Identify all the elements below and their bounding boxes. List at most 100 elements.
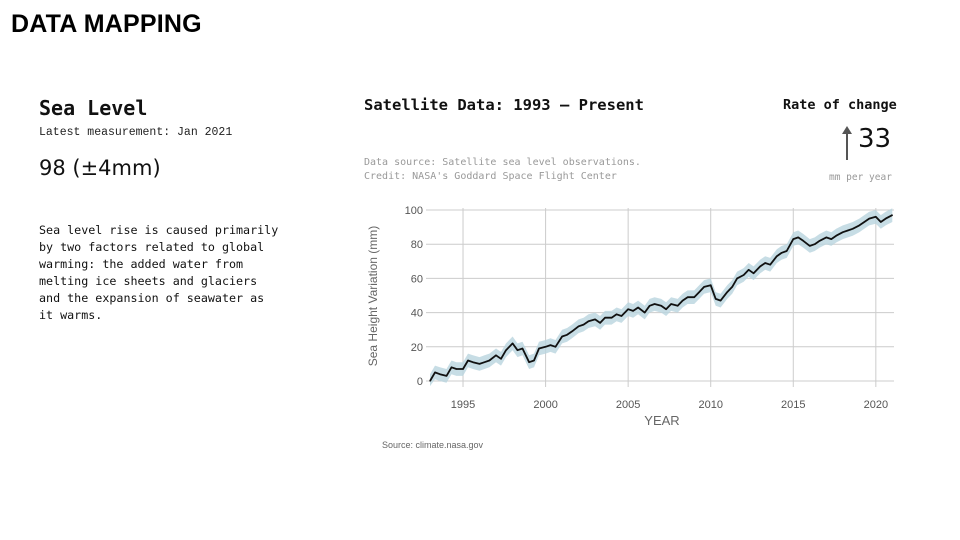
data-point: [467, 359, 469, 362]
latest-measurement: Latest measurement: Jan 2021: [39, 126, 233, 139]
sea-level-chart: 0 20 40 60 80 100 1995 2000 2005 2010 2015 2020 YEA…: [366, 205, 894, 428]
data-point: [554, 346, 557, 348]
data-point: [665, 308, 667, 310]
data-point: [759, 265, 761, 268]
x-tick-label: 2020: [864, 399, 888, 411]
data-point: [693, 296, 695, 298]
data-point: [819, 240, 821, 242]
data-point: [649, 305, 651, 307]
data-point: [781, 252, 783, 254]
data-point: [549, 344, 552, 346]
data-point: [566, 334, 568, 336]
data-point: [599, 322, 601, 324]
data-point: [764, 262, 766, 264]
data-point: [450, 366, 453, 368]
data-point: [582, 323, 585, 326]
data-point: [802, 240, 804, 242]
tick-labels: 0 20 40 60 80 100 1995 2000 2005 2010 2015 2020: [405, 205, 888, 411]
data-point: [682, 300, 684, 302]
page-title: DATA MAPPING: [11, 10, 202, 38]
rate-heading: Rate of change: [783, 97, 897, 113]
y-tick-label: 0: [417, 376, 423, 388]
data-point: [660, 305, 662, 307]
data-point: [561, 335, 563, 338]
data-point: [434, 371, 436, 374]
data-point: [511, 342, 514, 344]
data-point: [736, 277, 738, 279]
data-point: [715, 298, 717, 300]
data-point: [611, 317, 613, 319]
data-point: [677, 305, 679, 307]
data-point: [814, 243, 816, 245]
data-point: [776, 255, 778, 257]
y-tick-label: 60: [411, 273, 423, 285]
data-point: [620, 315, 623, 317]
data-point: [478, 363, 481, 365]
data-point: [726, 291, 728, 293]
x-axis-label: YEAR: [644, 413, 679, 428]
data-point: [500, 358, 502, 360]
data-point: [653, 303, 656, 305]
data-point: [670, 303, 672, 305]
data-point: [644, 312, 646, 314]
data-point: [538, 347, 540, 350]
metric-description: Sea level rise is caused primarily by tw…: [39, 223, 279, 322]
y-axis-label: Sea Height Variation (mm): [366, 226, 380, 367]
data-point: [533, 359, 535, 362]
data-point: [891, 214, 893, 216]
data-point: [462, 368, 464, 370]
metric-heading: Sea Level: [39, 96, 148, 120]
data-point: [703, 286, 705, 288]
data-point: [604, 317, 606, 319]
chart-source: Source: climate.nasa.gov: [382, 440, 484, 450]
data-point: [830, 238, 832, 240]
data-point: [875, 216, 877, 218]
data-point: [786, 250, 788, 252]
data-point: [578, 325, 580, 327]
data-point: [445, 375, 448, 377]
data-point: [797, 236, 799, 238]
x-tick-label: 2010: [698, 399, 722, 411]
data-point: [748, 269, 750, 271]
data-point: [544, 346, 547, 348]
data-point: [516, 349, 519, 351]
x-tick-label: 1995: [451, 399, 475, 411]
data-point: [842, 231, 844, 233]
data-point: [835, 235, 837, 237]
data-point: [868, 217, 870, 220]
x-tick-label: 2005: [616, 399, 640, 411]
chart-credit: Data source: Satellite sea level observa…: [364, 157, 641, 182]
data-point: [825, 236, 827, 238]
data-point: [792, 238, 794, 240]
data-point: [472, 361, 474, 363]
data-point: [455, 368, 458, 370]
data-point: [594, 318, 596, 321]
chart-title: Satellite Data: 1993 – Present: [364, 96, 644, 114]
rate-value: 33: [858, 124, 892, 154]
data-point: [769, 264, 771, 266]
data-point: [753, 272, 755, 274]
data-point: [505, 349, 507, 351]
y-tick-label: 100: [405, 205, 423, 217]
data-point: [731, 286, 733, 288]
data-point: [809, 245, 811, 247]
data-point: [571, 330, 573, 333]
data-point: [488, 359, 491, 362]
y-tick-label: 20: [411, 342, 423, 354]
data-point: [858, 224, 860, 226]
data-point: [627, 308, 629, 310]
data-point: [637, 306, 639, 309]
x-tick-label: 2000: [533, 399, 557, 411]
data-point: [521, 347, 524, 350]
arrow-up-icon: [842, 126, 852, 160]
data-point: [528, 361, 530, 363]
data-point: [880, 221, 882, 223]
data-point: [885, 217, 887, 220]
data-point: [495, 354, 497, 356]
data-point: [483, 361, 486, 363]
data-point: [863, 221, 865, 223]
data-point: [743, 274, 745, 276]
x-tick-label: 2015: [781, 399, 805, 411]
uncertainty-band: [430, 208, 893, 387]
data-point: [429, 380, 431, 382]
